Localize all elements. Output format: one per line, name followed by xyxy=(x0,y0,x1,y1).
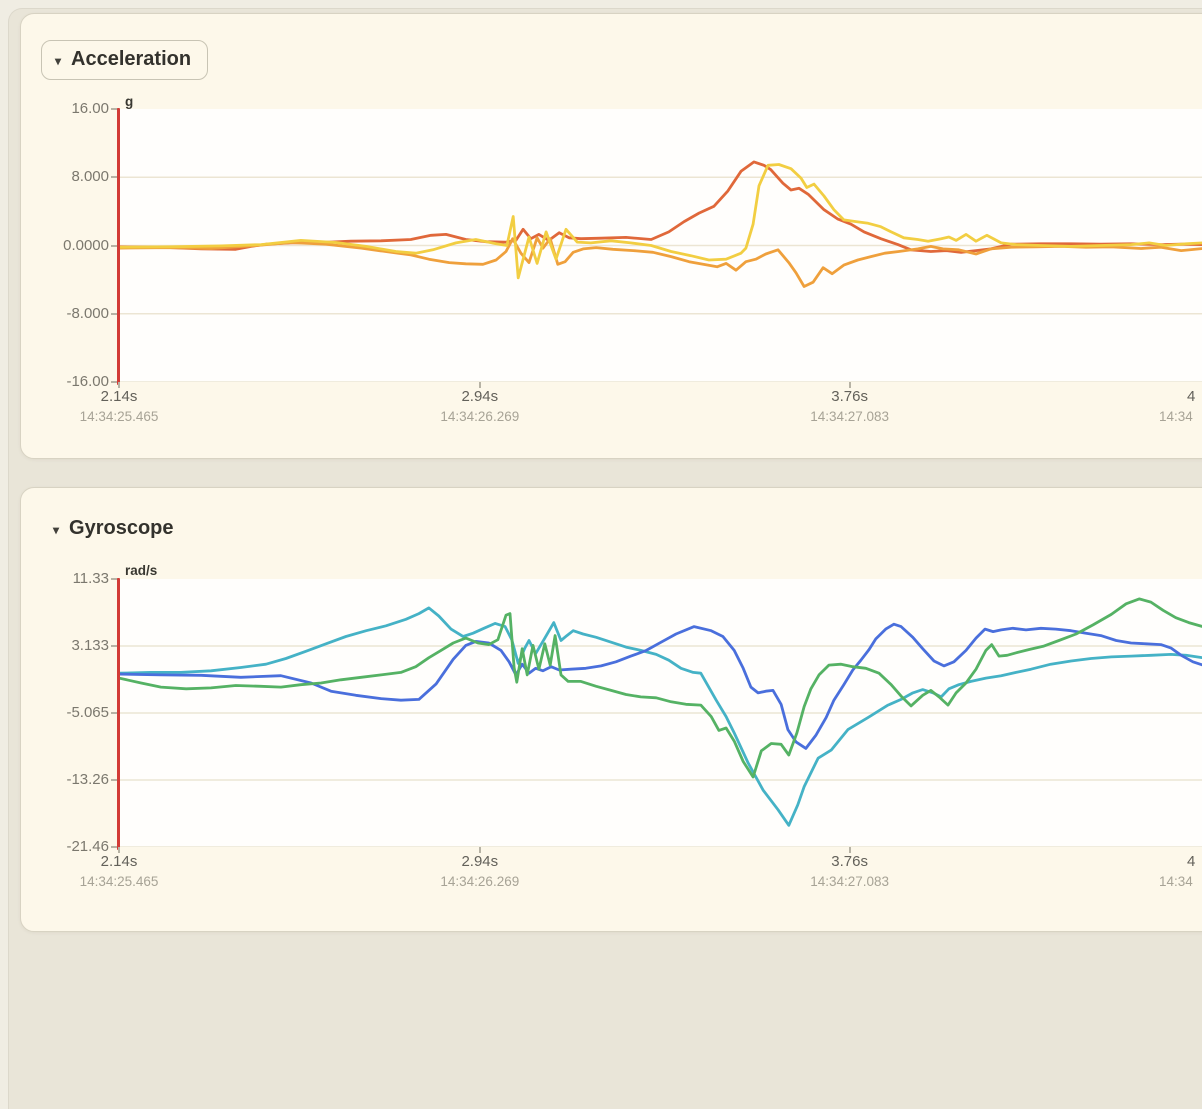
y-axis-tick-label: -21.46 xyxy=(66,838,109,855)
gyroscope-plot-area[interactable] xyxy=(119,579,1202,847)
y-axis-tick-label: 8.000 xyxy=(71,168,109,186)
x-axis-edge-label: 4 xyxy=(1187,388,1196,405)
x-axis-timestamp: 14:34:25.465 xyxy=(79,409,159,424)
y-axis-tick xyxy=(111,712,118,714)
y-axis-tick-label: 16.00 xyxy=(71,100,109,117)
x-axis-timestamp: 14:34:26.269 xyxy=(440,874,520,889)
x-axis-tick xyxy=(478,382,481,388)
y-axis-line xyxy=(117,108,120,385)
collapse-caret-icon: ▾ xyxy=(55,53,62,68)
x-axis-edge-label: 4 xyxy=(1187,853,1196,870)
acceleration-plot-area[interactable] xyxy=(119,109,1202,382)
x-axis-tick xyxy=(478,847,481,853)
y-axis-tick xyxy=(111,312,118,315)
y-axis-tick xyxy=(111,176,118,179)
x-axis-tick-label: 3.76s xyxy=(831,853,868,870)
y-axis-unit-label: g xyxy=(125,94,134,109)
acceleration-panel: ▾ Acceleration g 16.00 8.000 0.0000 -8.000 -… xyxy=(20,13,1202,459)
gyroscope-panel: ▾ Gyroscope rad/s 11.33 3.133 -5.065 -13.26… xyxy=(20,487,1202,932)
y-axis-tick-label: -16.00 xyxy=(66,373,109,390)
y-axis-tick-label: 3.133 xyxy=(71,636,109,654)
y-axis-tick xyxy=(111,381,118,383)
y-axis-line xyxy=(117,578,120,850)
y-axis-tick xyxy=(111,846,118,848)
y-axis-tick-label: -5.065 xyxy=(66,704,109,721)
series-line-yellow xyxy=(119,163,1202,280)
acceleration-collapse-button[interactable]: ▾ Acceleration xyxy=(41,40,209,80)
y-axis-tick xyxy=(111,578,118,580)
series-line-orange-red xyxy=(119,160,1202,254)
x-axis-timestamp: 14:34:27.083 xyxy=(810,874,890,889)
x-axis-tick-label: 2.14s xyxy=(100,388,138,405)
y-axis-tick-label: 0.0000 xyxy=(63,236,109,254)
acceleration-panel-title: Acceleration xyxy=(71,48,192,70)
x-axis-tick-label: 2.94s xyxy=(461,853,499,870)
chart-canvas xyxy=(119,160,1202,382)
x-axis-tick xyxy=(118,382,120,388)
x-axis-tick-label: 3.76s xyxy=(831,388,868,405)
y-axis-tick-label: -13.26 xyxy=(66,770,109,788)
gyroscope-collapse-button[interactable]: ▾ Gyroscope xyxy=(53,517,174,540)
x-axis-timestamp: 14:34:26.269 xyxy=(440,409,520,424)
x-axis-timestamp: 14:34:25.465 xyxy=(79,874,159,889)
series-line-blue xyxy=(119,622,1202,750)
x-axis-tick xyxy=(118,847,120,853)
x-axis-tick-label: 2.94s xyxy=(461,388,499,405)
series-line-green xyxy=(119,597,1202,779)
y-axis-tick xyxy=(111,778,118,781)
x-axis-edge-timestamp: 14:34 xyxy=(1159,409,1193,424)
x-axis-timestamp: 14:34:27.083 xyxy=(810,409,890,424)
y-axis-tick xyxy=(111,644,118,647)
y-axis-tick-label: 11.33 xyxy=(72,570,109,587)
y-axis-tick xyxy=(111,108,118,110)
x-axis-tick xyxy=(848,382,851,388)
gyroscope-panel-title: Gyroscope xyxy=(69,517,174,539)
collapse-caret-icon: ▾ xyxy=(53,522,60,537)
y-axis-tick xyxy=(111,244,118,247)
series-line-cyan xyxy=(119,606,1202,827)
x-axis-tick xyxy=(848,847,851,853)
chart-canvas xyxy=(119,597,1202,847)
y-axis-unit-label: rad/s xyxy=(125,563,158,578)
x-axis-tick-label: 2.14s xyxy=(100,853,138,870)
series-line-orange xyxy=(119,236,1202,288)
y-axis-tick-label: -8.000 xyxy=(66,304,109,322)
x-axis-edge-timestamp: 14:34 xyxy=(1159,874,1193,889)
